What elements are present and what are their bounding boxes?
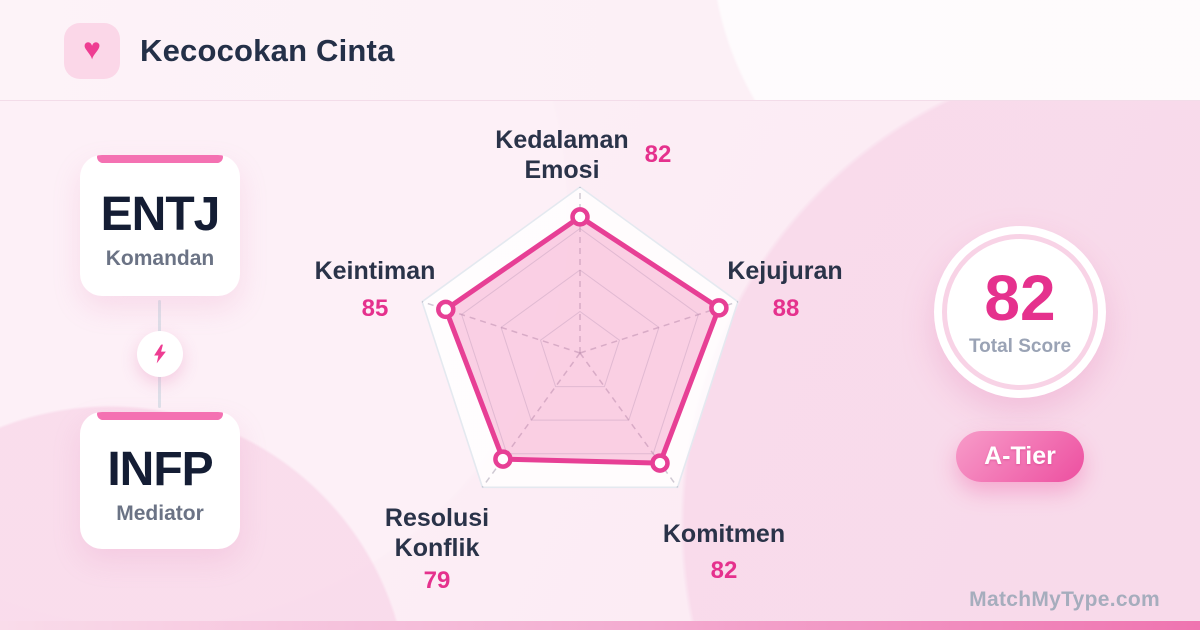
axis-label-kejujuran: Kejujuran	[727, 257, 843, 285]
total-score-label: Total Score	[968, 336, 1072, 357]
axis-value-keintiman: 85	[361, 295, 389, 322]
type-card-infp: INFP Mediator	[80, 412, 240, 549]
type-card-entj: ENTJ Komandan	[80, 155, 240, 296]
axis-label-resolusi-konflik: Resolusi Konflik	[384, 504, 490, 562]
heart-icon: ♥	[83, 33, 101, 66]
radar-spoke	[579, 352, 679, 488]
type-nickname: Komandan	[105, 246, 215, 270]
card-accent-bar	[97, 412, 223, 420]
heart-icon-tile: ♥	[64, 23, 120, 79]
total-score-circle: 82 Total Score	[934, 226, 1106, 398]
axis-value-kedalaman-emosi: 82	[644, 141, 672, 168]
radar-data-point	[709, 298, 729, 318]
radar-data-point	[493, 449, 513, 469]
type-nickname: Mediator	[116, 501, 204, 525]
radar-data-polygon	[443, 214, 722, 466]
radar-grid-ring	[500, 269, 660, 421]
header: ♥ Kecocokan Cinta	[0, 0, 1200, 101]
radar-chart	[421, 186, 739, 489]
axis-label-kedalaman-emosi: Kedalaman Emosi	[495, 126, 629, 184]
axis-value-resolusi-konflik: 79	[423, 567, 451, 594]
card-accent-bar	[97, 155, 223, 163]
radar-spoke	[579, 300, 739, 354]
type-code: INFP	[107, 443, 213, 497]
axis-label-keintiman: Keintiman	[314, 257, 436, 285]
radar-spoke	[421, 300, 581, 354]
watermark: MatchMyType.com	[969, 588, 1160, 611]
axis-label-komitmen: Komitmen	[662, 520, 786, 548]
axis-value-kejujuran: 88	[772, 295, 800, 322]
radar-spoke	[481, 352, 581, 488]
lightning-bolt-icon	[154, 344, 166, 364]
versus-bolt-circle	[137, 331, 183, 377]
page-title: Kecocokan Cinta	[140, 32, 395, 68]
total-score-value: 82	[984, 262, 1056, 334]
tier-badge: A-Tier	[956, 431, 1084, 482]
bottom-accent-bar	[0, 621, 1200, 630]
axis-value-komitmen: 82	[710, 557, 738, 584]
radar-data-point	[436, 299, 456, 320]
radar-data-point	[650, 453, 670, 473]
radar-data-point	[570, 207, 590, 227]
type-code: ENTJ	[100, 188, 221, 242]
